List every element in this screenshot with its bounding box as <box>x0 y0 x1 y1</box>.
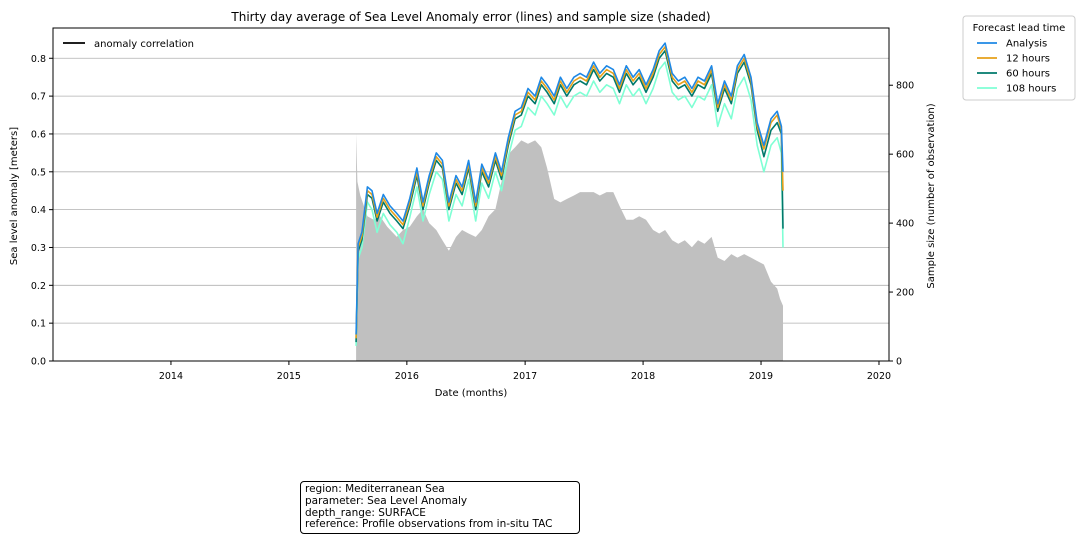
x-tick-label: 2017 <box>513 371 537 382</box>
x-tick-label: 2015 <box>277 371 301 382</box>
info-parameter: parameter: Sea Level Anomaly <box>305 494 468 507</box>
legend-lead-time: Forecast lead time Analysis 12 hours 60 ho… <box>962 15 1076 101</box>
x-tick-label: 2018 <box>631 371 655 382</box>
legend-lead-frame <box>962 15 1076 101</box>
y2-tick-label: 0 <box>896 357 902 368</box>
y-axis-label: Sea level anomaly [meters] <box>9 127 20 265</box>
y-tick-label: 0.5 <box>31 167 46 178</box>
metadata-info-box: region: Mediterranean Sea parameter: Sea… <box>300 481 580 535</box>
info-region: region: Mediterranean Sea <box>305 483 445 495</box>
y-tick-label: 0.1 <box>31 319 46 330</box>
y2-tick-label: 800 <box>896 81 914 92</box>
series-line-108-hours <box>355 61 784 346</box>
y-tick-label: 0.6 <box>31 129 46 140</box>
y-tick-label: 0.2 <box>31 281 46 292</box>
x-tick-label: 2014 <box>159 371 183 382</box>
series-lines <box>355 42 784 346</box>
y-tick-label: 0.8 <box>31 54 46 65</box>
y2-axis-label: Sample size (number of observation) <box>926 103 937 288</box>
sample-size-bars <box>356 133 783 361</box>
legend-anomaly-label: anomaly correlation <box>94 39 194 50</box>
plot-frame <box>52 27 890 362</box>
x-tick-label: 2019 <box>749 371 773 382</box>
legend-lead-label: Analysis <box>1006 39 1047 50</box>
x-tick-label: 2020 <box>867 371 891 382</box>
legend-lead-label: 60 hours <box>1006 69 1050 80</box>
y-tick-label: 0.7 <box>31 92 46 103</box>
legend-lead-entries: Analysis 12 hours 60 hours 108 hours <box>977 39 1056 95</box>
legend-lead-title: Forecast lead time <box>973 23 1066 34</box>
chart-title: Thirty day average of Sea Level Anomaly … <box>230 10 710 24</box>
y2-tick-label: 400 <box>896 219 914 230</box>
sample-size-area <box>356 133 783 361</box>
legend-lead-label: 108 hours <box>1006 84 1056 95</box>
y-tick-label: 0.0 <box>31 357 46 368</box>
y2-tick-label: 600 <box>896 150 914 161</box>
legend-anomaly-correlation: anomaly correlation <box>63 39 194 50</box>
series-line-analysis <box>355 42 784 335</box>
x-tick-label: 2016 <box>395 371 419 382</box>
y-tick-label: 0.3 <box>31 243 46 254</box>
info-depth-range: depth_range: SURFACE <box>305 506 426 519</box>
y-tick-label: 0.4 <box>31 205 46 216</box>
legend-lead-label: 12 hours <box>1006 54 1050 65</box>
y2-tick-label: 200 <box>896 288 914 299</box>
info-reference: reference: Profile observations from in-… <box>305 518 553 531</box>
x-axis-label: Date (months) <box>435 388 508 399</box>
axes: 0.0 0.1 0.2 0.3 0.4 0.5 0.6 0.7 0.8 0 200 400 600 800… <box>31 54 914 382</box>
